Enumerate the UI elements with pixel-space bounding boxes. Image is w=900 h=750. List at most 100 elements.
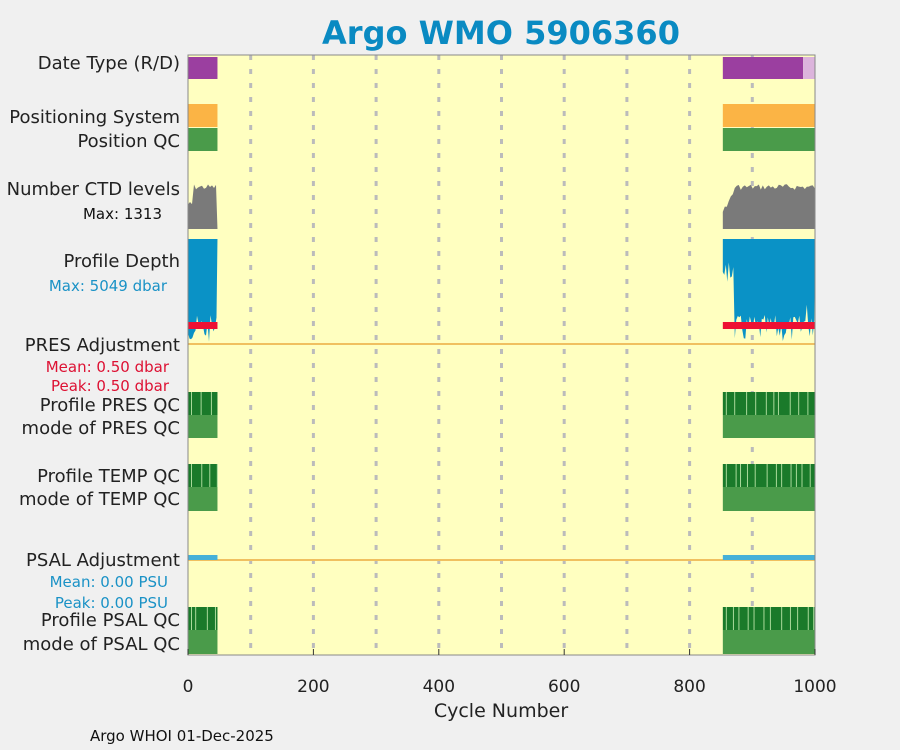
profile-pres-qc-bar-stripe (777, 392, 779, 415)
profile-temp-qc-bar-stripe (766, 464, 768, 487)
profile-pres-qc-bar-stripe (746, 392, 748, 415)
chart-title: Argo WMO 5906360 (322, 14, 680, 52)
profile-pres-qc-bar-stripe (725, 392, 727, 415)
psal-adjustment-bar (188, 555, 218, 560)
profile-temp-qc-bar-stripe (725, 464, 727, 487)
row-label-num-ctd-levels: Number CTD levels (7, 179, 180, 200)
row-label-position-qc: Position QC (77, 131, 180, 152)
x-tick-label: 200 (297, 677, 329, 697)
profile-pres-qc-bar (722, 392, 815, 415)
profile-temp-qc-bar-stripe (754, 464, 756, 487)
profile-psal-qc-bar-stripe (191, 607, 192, 630)
row-label-profile-psal-qc: Profile PSAL QC (41, 610, 180, 631)
psal-adjustment-note: Mean: 0.00 PSU (50, 573, 168, 591)
profile-psal-qc-bar-stripe (763, 607, 765, 630)
profile-temp-qc-bar-stripe (790, 464, 792, 487)
profile-temp-qc-bar-stripe (209, 464, 211, 487)
date-type-bar (188, 57, 218, 79)
profile-psal-qc-bar-stripe (807, 607, 809, 630)
ctd-levels-bar (722, 184, 815, 229)
profile-temp-qc-bar (722, 464, 815, 487)
profile-psal-qc-bar-stripe (781, 607, 783, 630)
profile-pres-qc-bar-stripe (798, 392, 800, 415)
positioning-system-bar (188, 104, 218, 127)
row-label-profile-pres-qc: Profile PRES QC (40, 395, 180, 416)
profile-temp-qc-bar-stripe (746, 464, 748, 487)
pres-adjustment-note: Peak: 0.50 dbar (51, 377, 170, 395)
profile-psal-qc-bar-stripe (813, 607, 815, 630)
profile-psal-qc-bar (188, 607, 218, 630)
profile-psal-qc-bar-stripe (732, 607, 734, 630)
profile-pres-qc-bar-stripe (734, 392, 736, 415)
ctd-levels-max-note: Max: 1313 (83, 205, 162, 223)
profile-psal-qc-bar-stripe (797, 607, 799, 630)
profile-pres-qc-bar-stripe (200, 392, 202, 415)
footer-credit: Argo WHOI 01-Dec-2025 (90, 727, 274, 745)
x-axis-label: Cycle Number (434, 700, 568, 722)
profile-temp-qc-bar-stripe (735, 464, 737, 487)
plot-background (188, 55, 815, 655)
row-label-profile-temp-qc: Profile TEMP QC (37, 466, 180, 487)
profile-pres-qc-bar-stripe (210, 392, 212, 415)
profile-depth-bar (188, 239, 218, 342)
x-tick-label: 400 (423, 677, 455, 697)
x-tick-label: 1000 (793, 677, 836, 697)
profile-temp-qc-bar (188, 464, 218, 487)
row-labels: Date Type (R/D) Positioning System Positio… (7, 53, 180, 655)
mode-pres-qc-bar (188, 415, 218, 438)
row-label-mode-pres-qc: mode of PRES QC (22, 418, 180, 439)
profile-temp-qc-bar-stripe (795, 464, 797, 487)
profile-psal-qc-bar-stripe (789, 607, 791, 630)
profile-psal-qc-bar-stripe (195, 607, 197, 630)
mode-pres-qc-bar (722, 415, 815, 438)
profile-psal-qc-bar-stripe (747, 607, 749, 630)
row-label-mode-temp-qc: mode of TEMP QC (19, 489, 180, 510)
mode-psal-qc-bar (188, 630, 218, 654)
profile-temp-qc-bar-stripe (809, 464, 811, 487)
profile-psal-qc-bar-stripe (738, 607, 740, 630)
grid-lines (249, 55, 754, 655)
profile-psal-qc-bar-stripe (753, 607, 755, 630)
position-qc-bar (188, 128, 218, 151)
positioning-system-bar (722, 104, 815, 127)
profile-pres-qc-bar-stripe (773, 392, 775, 415)
x-tick-label: 0 (183, 677, 194, 697)
profile-depth-max-note: Max: 5049 dbar (49, 277, 168, 295)
mode-temp-qc-bar (722, 487, 815, 511)
pres-red-marker (722, 322, 815, 329)
profile-pres-qc-bar-stripe (191, 392, 192, 415)
profile-pres-qc-bar-stripe (807, 392, 809, 415)
profile-depth-bar (722, 239, 815, 341)
profile-pres-qc-bar (188, 392, 218, 415)
ctd-levels-bar (188, 184, 218, 229)
profile-psal-qc-bar-stripe (725, 607, 727, 630)
pres-adjustment-note: Mean: 0.50 dbar (46, 358, 170, 376)
profile-psal-qc-bar-stripe (206, 607, 208, 630)
date-type-bar (803, 57, 815, 79)
row-label-mode-psal-qc: mode of PSAL QC (23, 634, 180, 655)
profile-psal-qc-bar (722, 607, 815, 630)
profile-pres-qc-bar-stripe (765, 392, 767, 415)
profile-pres-qc-bar-stripe (755, 392, 757, 415)
position-qc-bar (722, 128, 815, 151)
date-type-bar (722, 57, 804, 79)
plot-frame (187, 54, 816, 656)
profile-temp-qc-bar-stripe (216, 464, 218, 487)
profile-psal-qc-bar-stripe (214, 607, 216, 630)
row-label-psal-adjustment: PSAL Adjustment (26, 550, 180, 571)
psal-adjustment-bar (722, 555, 815, 560)
profile-temp-qc-bar-stripe (775, 464, 777, 487)
profile-temp-qc-bar-stripe (191, 464, 192, 487)
profile-temp-qc-bar-stripe (801, 464, 803, 487)
profile-temp-qc-bar-stripe (201, 464, 203, 487)
profile-psal-qc-bar-stripe (769, 607, 771, 630)
psal-adjustment-note: Peak: 0.00 PSU (55, 594, 168, 612)
row-label-pres-adjustment: PRES Adjustment (25, 335, 180, 356)
x-tick-label: 800 (673, 677, 705, 697)
pres-red-marker (188, 322, 218, 329)
x-tick-label: 600 (548, 677, 580, 697)
row-label-date-type: Date Type (R/D) (38, 53, 180, 74)
data-bars (188, 57, 816, 654)
profile-temp-qc-bar-stripe (781, 464, 783, 487)
